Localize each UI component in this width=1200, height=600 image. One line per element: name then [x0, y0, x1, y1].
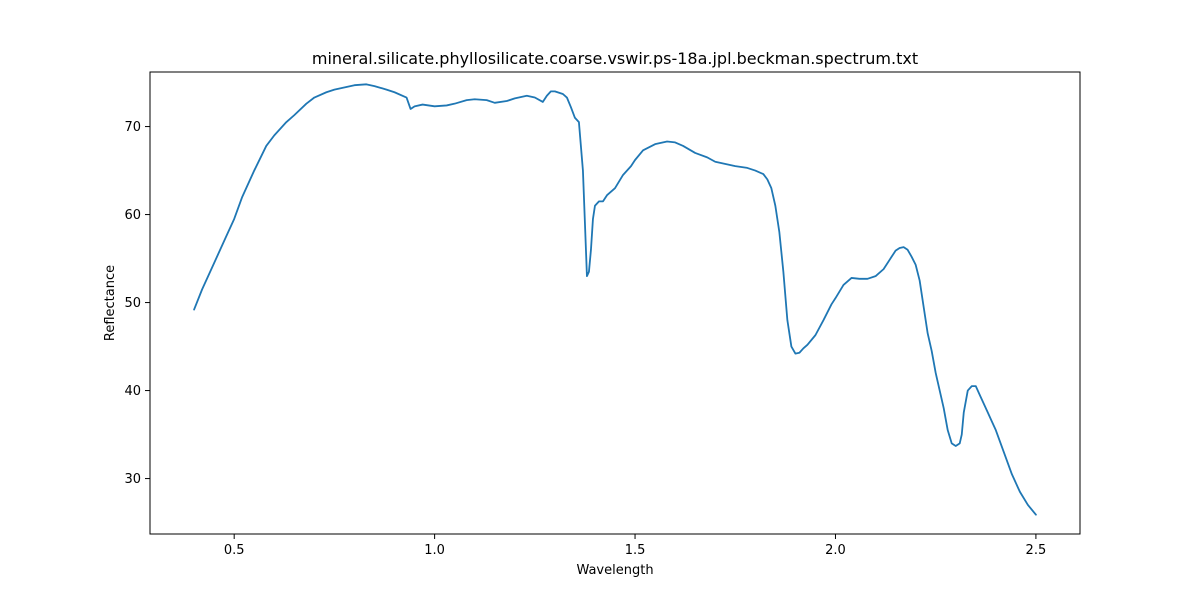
plot-area: [193, 83, 1037, 516]
y-tick-label: 30: [124, 472, 141, 487]
axes-frame: [149, 71, 1081, 535]
x-tick-label: 1.5: [625, 543, 646, 558]
spectrum-line-0: [193, 83, 1037, 516]
x-tick-label: 0.5: [224, 543, 245, 558]
y-tick-label: 60: [124, 208, 141, 223]
x-axis-label: Wavelength: [576, 563, 653, 578]
y-axis-label: Reflectance: [103, 265, 118, 341]
y-tick-label: 70: [124, 120, 141, 135]
x-tick-label: 2.0: [825, 543, 846, 558]
x-tick-label: 1.0: [424, 543, 445, 558]
x-axis: 0.5 1.0 1.5 2.0 2.5: [224, 534, 1046, 558]
y-tick-label: 50: [124, 296, 141, 311]
y-axis: 30 40 50 60 70: [124, 120, 150, 487]
y-tick-label: 40: [124, 384, 141, 399]
chart-title: mineral.silicate.phyllosilicate.coarse.v…: [312, 49, 918, 68]
x-tick-label: 2.5: [1026, 543, 1047, 558]
